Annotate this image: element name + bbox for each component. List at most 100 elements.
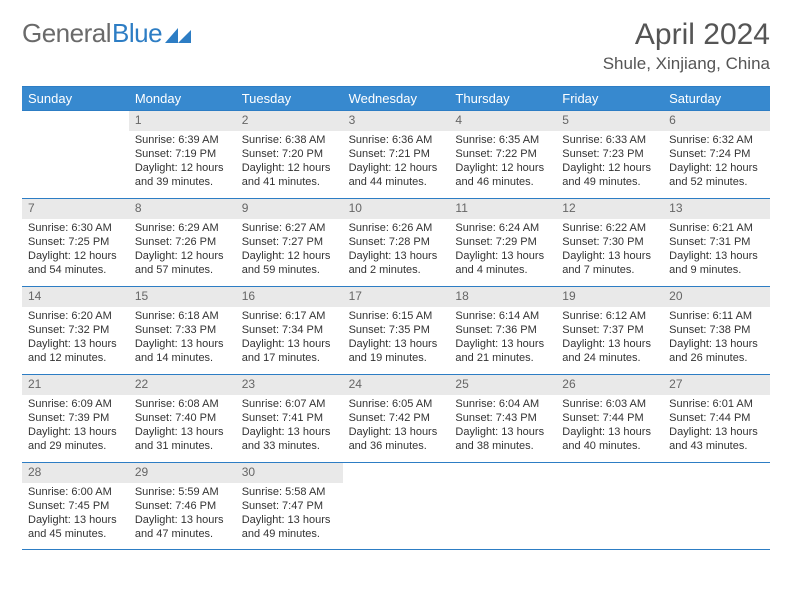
sunrise-text: Sunrise: 6:15 AM bbox=[349, 309, 444, 323]
calendar-cell: 20Sunrise: 6:11 AMSunset: 7:38 PMDayligh… bbox=[663, 286, 770, 374]
weekday-header: Wednesday bbox=[343, 87, 450, 110]
day-info: Sunrise: 6:01 AMSunset: 7:44 PMDaylight:… bbox=[667, 397, 766, 454]
calendar-cell: 29Sunrise: 5:59 AMSunset: 7:46 PMDayligh… bbox=[129, 462, 236, 550]
sunrise-text: Sunrise: 6:33 AM bbox=[562, 133, 657, 147]
calendar-cell: 2Sunrise: 6:38 AMSunset: 7:20 PMDaylight… bbox=[236, 110, 343, 198]
sunset-text: Sunset: 7:25 PM bbox=[28, 235, 123, 249]
calendar-cell: 26Sunrise: 6:03 AMSunset: 7:44 PMDayligh… bbox=[556, 374, 663, 462]
day-number: 27 bbox=[663, 375, 770, 395]
calendar-cell: 23Sunrise: 6:07 AMSunset: 7:41 PMDayligh… bbox=[236, 374, 343, 462]
daylight-text: Daylight: 13 hours and 49 minutes. bbox=[242, 513, 337, 542]
day-number: 29 bbox=[129, 463, 236, 483]
day-info: Sunrise: 6:14 AMSunset: 7:36 PMDaylight:… bbox=[453, 309, 552, 366]
calendar-cell: 17Sunrise: 6:15 AMSunset: 7:35 PMDayligh… bbox=[343, 286, 450, 374]
calendar-cell: 13Sunrise: 6:21 AMSunset: 7:31 PMDayligh… bbox=[663, 198, 770, 286]
day-number: 30 bbox=[236, 463, 343, 483]
sunrise-text: Sunrise: 5:58 AM bbox=[242, 485, 337, 499]
sunset-text: Sunset: 7:46 PM bbox=[135, 499, 230, 513]
sunset-text: Sunset: 7:38 PM bbox=[669, 323, 764, 337]
daylight-text: Daylight: 13 hours and 21 minutes. bbox=[455, 337, 550, 366]
header: General Blue April 2024 Shule, Xinjiang,… bbox=[22, 18, 770, 74]
calendar-cell: 21Sunrise: 6:09 AMSunset: 7:39 PMDayligh… bbox=[22, 374, 129, 462]
sunset-text: Sunset: 7:20 PM bbox=[242, 147, 337, 161]
sunset-text: Sunset: 7:44 PM bbox=[669, 411, 764, 425]
day-info: Sunrise: 6:21 AMSunset: 7:31 PMDaylight:… bbox=[667, 221, 766, 278]
sunrise-text: Sunrise: 6:18 AM bbox=[135, 309, 230, 323]
day-number: 26 bbox=[556, 375, 663, 395]
day-number: 28 bbox=[22, 463, 129, 483]
day-info: Sunrise: 6:27 AMSunset: 7:27 PMDaylight:… bbox=[240, 221, 339, 278]
daylight-text: Daylight: 12 hours and 39 minutes. bbox=[135, 161, 230, 190]
daylight-text: Daylight: 13 hours and 12 minutes. bbox=[28, 337, 123, 366]
sunrise-text: Sunrise: 6:00 AM bbox=[28, 485, 123, 499]
calendar-cell: 11Sunrise: 6:24 AMSunset: 7:29 PMDayligh… bbox=[449, 198, 556, 286]
sunrise-text: Sunrise: 6:26 AM bbox=[349, 221, 444, 235]
day-info: Sunrise: 6:36 AMSunset: 7:21 PMDaylight:… bbox=[347, 133, 446, 190]
day-info: Sunrise: 6:07 AMSunset: 7:41 PMDaylight:… bbox=[240, 397, 339, 454]
sunrise-text: Sunrise: 6:22 AM bbox=[562, 221, 657, 235]
sunrise-text: Sunrise: 6:30 AM bbox=[28, 221, 123, 235]
calendar-cell: 4Sunrise: 6:35 AMSunset: 7:22 PMDaylight… bbox=[449, 110, 556, 198]
day-number: 19 bbox=[556, 287, 663, 307]
calendar-grid: SundayMondayTuesdayWednesdayThursdayFrid… bbox=[22, 86, 770, 550]
day-number: 8 bbox=[129, 199, 236, 219]
sunset-text: Sunset: 7:37 PM bbox=[562, 323, 657, 337]
day-info: Sunrise: 6:17 AMSunset: 7:34 PMDaylight:… bbox=[240, 309, 339, 366]
sunrise-text: Sunrise: 6:39 AM bbox=[135, 133, 230, 147]
sunrise-text: Sunrise: 6:07 AM bbox=[242, 397, 337, 411]
day-info: Sunrise: 6:05 AMSunset: 7:42 PMDaylight:… bbox=[347, 397, 446, 454]
day-number: 15 bbox=[129, 287, 236, 307]
day-info: Sunrise: 6:04 AMSunset: 7:43 PMDaylight:… bbox=[453, 397, 552, 454]
sunrise-text: Sunrise: 6:01 AM bbox=[669, 397, 764, 411]
day-info: Sunrise: 6:18 AMSunset: 7:33 PMDaylight:… bbox=[133, 309, 232, 366]
weekday-header: Monday bbox=[129, 87, 236, 110]
sunset-text: Sunset: 7:26 PM bbox=[135, 235, 230, 249]
day-info: Sunrise: 6:12 AMSunset: 7:37 PMDaylight:… bbox=[560, 309, 659, 366]
day-info: Sunrise: 6:30 AMSunset: 7:25 PMDaylight:… bbox=[26, 221, 125, 278]
day-number: 17 bbox=[343, 287, 450, 307]
daylight-text: Daylight: 13 hours and 45 minutes. bbox=[28, 513, 123, 542]
calendar-cell: 16Sunrise: 6:17 AMSunset: 7:34 PMDayligh… bbox=[236, 286, 343, 374]
calendar-cell: 7Sunrise: 6:30 AMSunset: 7:25 PMDaylight… bbox=[22, 198, 129, 286]
sunrise-text: Sunrise: 6:17 AM bbox=[242, 309, 337, 323]
title-block: April 2024 Shule, Xinjiang, China bbox=[603, 18, 770, 74]
day-info: Sunrise: 6:39 AMSunset: 7:19 PMDaylight:… bbox=[133, 133, 232, 190]
sunrise-text: Sunrise: 6:38 AM bbox=[242, 133, 337, 147]
day-info: Sunrise: 6:08 AMSunset: 7:40 PMDaylight:… bbox=[133, 397, 232, 454]
sunset-text: Sunset: 7:35 PM bbox=[349, 323, 444, 337]
sunrise-text: Sunrise: 6:09 AM bbox=[28, 397, 123, 411]
sunrise-text: Sunrise: 6:05 AM bbox=[349, 397, 444, 411]
daylight-text: Daylight: 12 hours and 46 minutes. bbox=[455, 161, 550, 190]
day-info: Sunrise: 6:15 AMSunset: 7:35 PMDaylight:… bbox=[347, 309, 446, 366]
daylight-text: Daylight: 12 hours and 41 minutes. bbox=[242, 161, 337, 190]
calendar-cell: 3Sunrise: 6:36 AMSunset: 7:21 PMDaylight… bbox=[343, 110, 450, 198]
sunrise-text: Sunrise: 6:21 AM bbox=[669, 221, 764, 235]
day-info: Sunrise: 6:03 AMSunset: 7:44 PMDaylight:… bbox=[560, 397, 659, 454]
daylight-text: Daylight: 13 hours and 40 minutes. bbox=[562, 425, 657, 454]
calendar-cell bbox=[343, 462, 450, 550]
sunrise-text: Sunrise: 6:32 AM bbox=[669, 133, 764, 147]
calendar-cell: 15Sunrise: 6:18 AMSunset: 7:33 PMDayligh… bbox=[129, 286, 236, 374]
day-info: Sunrise: 6:32 AMSunset: 7:24 PMDaylight:… bbox=[667, 133, 766, 190]
month-title: April 2024 bbox=[603, 18, 770, 52]
sunset-text: Sunset: 7:23 PM bbox=[562, 147, 657, 161]
sunset-text: Sunset: 7:34 PM bbox=[242, 323, 337, 337]
day-number: 9 bbox=[236, 199, 343, 219]
daylight-text: Daylight: 13 hours and 26 minutes. bbox=[669, 337, 764, 366]
daylight-text: Daylight: 13 hours and 43 minutes. bbox=[669, 425, 764, 454]
day-number: 22 bbox=[129, 375, 236, 395]
day-info: Sunrise: 6:20 AMSunset: 7:32 PMDaylight:… bbox=[26, 309, 125, 366]
logo-text-blue: Blue bbox=[112, 18, 162, 49]
day-number: 1 bbox=[129, 111, 236, 131]
day-number: 21 bbox=[22, 375, 129, 395]
sunset-text: Sunset: 7:44 PM bbox=[562, 411, 657, 425]
day-info: Sunrise: 6:38 AMSunset: 7:20 PMDaylight:… bbox=[240, 133, 339, 190]
daylight-text: Daylight: 12 hours and 59 minutes. bbox=[242, 249, 337, 278]
day-number: 7 bbox=[22, 199, 129, 219]
sunset-text: Sunset: 7:45 PM bbox=[28, 499, 123, 513]
daylight-text: Daylight: 13 hours and 47 minutes. bbox=[135, 513, 230, 542]
day-number: 20 bbox=[663, 287, 770, 307]
weekday-header: Friday bbox=[556, 87, 663, 110]
calendar-cell: 6Sunrise: 6:32 AMSunset: 7:24 PMDaylight… bbox=[663, 110, 770, 198]
daylight-text: Daylight: 13 hours and 7 minutes. bbox=[562, 249, 657, 278]
